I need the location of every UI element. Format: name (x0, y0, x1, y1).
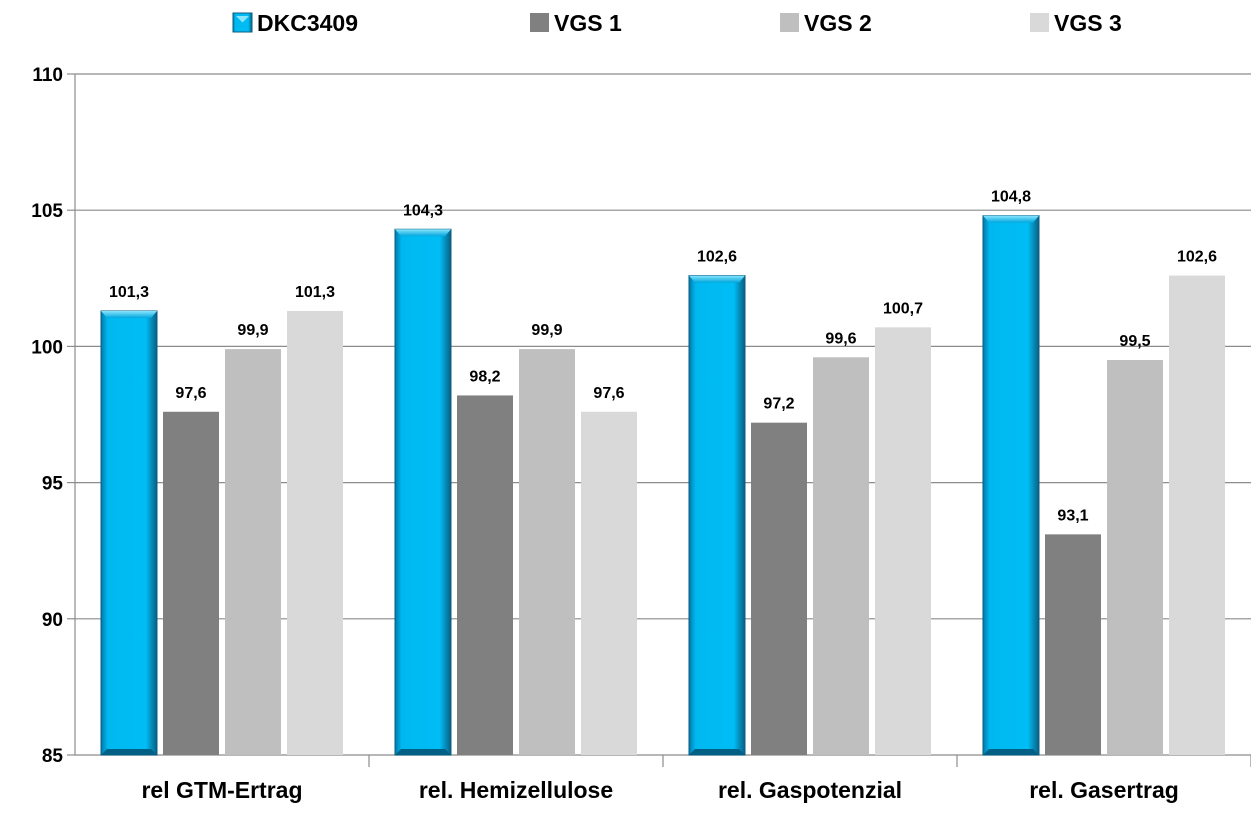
data-label-vgs-2-rel-gaspotenzial: 99,6 (825, 330, 856, 347)
x-tick-label-rel-gaspotenzial: rel. Gaspotenzial (718, 777, 902, 803)
bar-dkc3409-rel-gaspotenzial-body (688, 275, 746, 756)
y-tick-label-110: 110 (32, 65, 63, 86)
bar-dkc3409-rel-gaspotenzial-cap (689, 275, 745, 283)
bar-dkc3409-rel-gtm-ertrag-cap (101, 310, 157, 318)
x-tick-label-rel-gasertrag: rel. Gasertrag (1029, 777, 1179, 803)
legend-label-vgs-3: VGS 3 (1054, 10, 1122, 36)
legend-item-vgs-2: VGS 2 (780, 10, 872, 36)
bar-dkc3409-rel-hemizellulose-cap (395, 229, 451, 237)
bar-dkc3409-rel-gasertrag-body (982, 215, 1040, 756)
bar-vgs-1-rel-hemizellulose (457, 395, 513, 755)
bar-dkc3409-rel-gasertrag-base (983, 749, 1039, 755)
data-label-dkc3409-rel-gtm-ertrag: 101,3 (109, 284, 149, 301)
legend-label-dkc3409: DKC3409 (257, 10, 358, 36)
bar-vgs-3-rel-gasertrag (1169, 275, 1225, 755)
y-tick-label-90: 90 (42, 610, 63, 631)
legend-label-vgs-1: VGS 1 (554, 10, 622, 36)
data-label-vgs-1-rel-gtm-ertrag: 97,6 (175, 385, 206, 402)
bar-dkc3409-rel-hemizellulose (394, 228, 452, 756)
data-label-vgs-2-rel-gasertrag: 99,5 (1119, 333, 1150, 350)
bar-dkc3409-rel-gaspotenzial (688, 275, 746, 756)
data-labels: 101,3 104,3 102,6 104,8 97,6 98,2 97,2 93,1 99,9… (109, 189, 1217, 525)
bar-vgs-2-rel-gasertrag (1107, 360, 1163, 755)
bars (100, 215, 1225, 756)
bar-vgs-2-rel-gtm-ertrag (225, 349, 281, 755)
bar-vgs-1-rel-gtm-ertrag (163, 411, 219, 755)
bar-dkc3409-rel-gaspotenzial-base (689, 749, 745, 755)
bar-dkc3409-rel-gasertrag-cap (983, 215, 1039, 223)
legend-swatch-highlight (236, 16, 249, 23)
legend: DKC3409 VGS 1 VGS 2 VGS 3 (232, 10, 1122, 36)
data-label-vgs-3-rel-hemizellulose: 97,6 (593, 385, 624, 402)
y-tick-label-105: 105 (31, 201, 63, 222)
bar-vgs-1-rel-gaspotenzial (751, 422, 807, 755)
y-tick-label-95: 95 (42, 474, 64, 495)
bar-vgs-2-rel-gaspotenzial (813, 357, 869, 755)
legend-swatch-vgs-3 (1030, 13, 1049, 32)
bar-dkc3409-rel-gtm-ertrag-base (101, 749, 157, 755)
data-label-vgs-3-rel-gaspotenzial: 100,7 (883, 300, 923, 317)
legend-swatch-vgs-2 (780, 13, 799, 32)
legend-item-dkc3409: DKC3409 (232, 10, 358, 36)
bar-vgs-3-rel-hemizellulose (581, 411, 637, 755)
bar-vgs-1-rel-gasertrag (1045, 534, 1101, 755)
data-label-vgs-1-rel-gaspotenzial: 97,2 (763, 396, 794, 413)
y-tick-label-85: 85 (42, 746, 64, 767)
data-label-dkc3409-rel-gasertrag: 104,8 (991, 189, 1031, 206)
bar-vgs-3-rel-gaspotenzial (875, 327, 931, 755)
bar-vgs-3-rel-gtm-ertrag (287, 310, 343, 755)
bar-dkc3409-rel-hemizellulose-body (394, 228, 452, 756)
x-tick-label-rel-gtm-ertrag: rel GTM-Ertrag (141, 777, 302, 803)
data-label-vgs-3-rel-gtm-ertrag: 101,3 (295, 284, 335, 301)
data-label-dkc3409-rel-gaspotenzial: 102,6 (697, 249, 737, 266)
data-label-vgs-3-rel-gasertrag: 102,6 (1177, 249, 1217, 266)
legend-item-vgs-3: VGS 3 (1030, 10, 1122, 36)
legend-swatch-vgs-1 (530, 13, 549, 32)
data-label-vgs-1-rel-hemizellulose: 98,2 (469, 368, 500, 385)
bar-dkc3409-rel-gtm-ertrag (100, 310, 158, 756)
data-label-vgs-2-rel-gtm-ertrag: 99,9 (237, 322, 268, 339)
bar-dkc3409-rel-gasertrag (982, 215, 1040, 756)
legend-label-vgs-2: VGS 2 (804, 10, 872, 36)
data-label-vgs-2-rel-hemizellulose: 99,9 (531, 322, 562, 339)
data-label-vgs-1-rel-gasertrag: 93,1 (1057, 507, 1088, 524)
bar-dkc3409-rel-gtm-ertrag-body (100, 310, 158, 756)
bar-vgs-2-rel-hemizellulose (519, 349, 575, 755)
x-tick-label-rel-hemizellulose: rel. Hemizellulose (419, 777, 613, 803)
legend-item-vgs-1: VGS 1 (530, 10, 622, 36)
bar-dkc3409-rel-hemizellulose-base (395, 749, 451, 755)
data-label-dkc3409-rel-hemizellulose: 104,3 (403, 202, 443, 219)
y-tick-label-100: 100 (31, 337, 63, 358)
